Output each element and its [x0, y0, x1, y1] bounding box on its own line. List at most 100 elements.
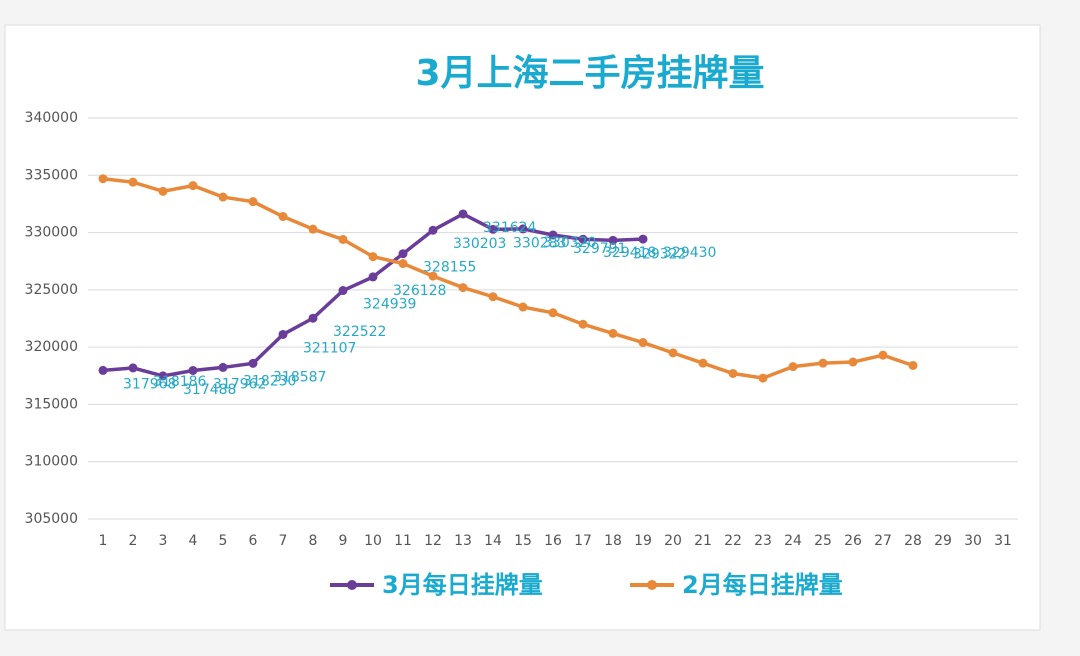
data-label: 317962: [213, 376, 266, 392]
data-label: 326128: [393, 283, 446, 299]
legend-label: 2月每日挂牌量: [682, 571, 843, 599]
data-point: [428, 271, 438, 281]
data-point: [308, 224, 318, 234]
y-tick-label: 335000: [25, 167, 78, 183]
data-point: [248, 358, 258, 368]
data-label: 317488: [183, 382, 236, 398]
x-tick-label: 12: [424, 533, 442, 549]
data-label: 324939: [363, 297, 416, 313]
data-label: 329791: [573, 241, 626, 257]
data-point: [878, 350, 888, 360]
data-point: [218, 192, 228, 202]
y-tick-label: 325000: [25, 282, 78, 298]
data-point: [98, 365, 108, 375]
y-tick-label: 340000: [25, 110, 78, 126]
data-label: 318230: [243, 373, 296, 389]
y-tick-label: 330000: [25, 225, 78, 241]
data-point: [728, 368, 738, 378]
x-tick-label: 19: [634, 533, 652, 549]
data-point: [218, 362, 228, 372]
data-point: [458, 209, 468, 219]
x-tick-label: 10: [364, 533, 382, 549]
data-point: [638, 338, 648, 348]
data-point: [398, 259, 408, 269]
x-tick-label: 27: [874, 533, 892, 549]
data-point: [128, 177, 138, 187]
y-tick-label: 310000: [25, 454, 78, 470]
y-tick-label: 305000: [25, 511, 78, 527]
data-label: 330203: [453, 236, 506, 252]
x-tick-label: 2: [129, 533, 138, 549]
data-label: 329418: [603, 245, 656, 261]
data-point: [608, 328, 618, 338]
chart-area: [4, 24, 1041, 631]
x-tick-label: 20: [664, 533, 682, 549]
data-point: [488, 292, 498, 302]
data-label: 329430: [663, 245, 716, 261]
data-point: [668, 348, 678, 358]
data-point: [338, 234, 348, 244]
data-point: [98, 174, 108, 184]
x-tick-label: 24: [784, 533, 802, 549]
data-point: [578, 319, 588, 329]
legend-marker: [347, 580, 357, 590]
x-tick-label: 13: [454, 533, 472, 549]
data-point: [638, 234, 648, 244]
data-point: [848, 357, 858, 367]
legend-label: 3月每日挂牌量: [382, 571, 543, 599]
data-label: 329322: [633, 246, 686, 262]
data-point: [278, 212, 288, 222]
x-tick-label: 16: [544, 533, 562, 549]
y-tick-label: 320000: [25, 339, 78, 355]
x-tick-label: 18: [604, 533, 622, 549]
data-point: [188, 365, 198, 375]
x-tick-label: 17: [574, 533, 592, 549]
chart-title: 3月上海二手房挂牌量: [415, 53, 764, 94]
x-tick-label: 25: [814, 533, 832, 549]
data-point: [338, 286, 348, 296]
data-label: 321107: [303, 340, 356, 356]
x-tick-label: 11: [394, 533, 412, 549]
data-label: 330283: [513, 235, 566, 251]
data-label: 322522: [333, 324, 386, 340]
data-point: [368, 272, 378, 282]
data-point: [518, 224, 528, 234]
data-point: [278, 329, 288, 339]
x-tick-label: 22: [724, 533, 742, 549]
data-point: [578, 234, 588, 244]
x-tick-label: 21: [694, 533, 712, 549]
data-point: [818, 358, 828, 368]
data-point: [158, 371, 168, 381]
data-label: 330320: [543, 235, 596, 251]
x-tick-label: 31: [994, 533, 1012, 549]
y-tick-label: 315000: [25, 396, 78, 412]
data-label: 318587: [273, 369, 326, 385]
series-line: [102, 176, 914, 380]
x-tick-label: 28: [904, 533, 922, 549]
data-point: [788, 362, 798, 372]
x-tick-label: 30: [964, 533, 982, 549]
data-point: [188, 181, 198, 191]
x-tick-label: 9: [339, 533, 348, 549]
data-point: [908, 360, 918, 370]
x-tick-label: 26: [844, 533, 862, 549]
data-point: [128, 363, 138, 373]
data-label: 318186: [153, 374, 207, 390]
x-tick-label: 15: [514, 533, 532, 549]
data-point: [158, 186, 168, 196]
data-point: [308, 313, 318, 323]
x-tick-label: 4: [189, 533, 198, 549]
data-point: [548, 308, 558, 318]
data-point: [458, 283, 468, 293]
data-label: 331624: [483, 220, 537, 236]
data-point: [698, 358, 708, 368]
data-point: [248, 197, 258, 207]
x-tick-label: 8: [309, 533, 318, 549]
legend-marker: [647, 580, 657, 590]
x-tick-label: 6: [249, 533, 258, 549]
data-point: [518, 302, 528, 312]
x-tick-label: 7: [279, 533, 288, 549]
data-point: [398, 249, 408, 259]
